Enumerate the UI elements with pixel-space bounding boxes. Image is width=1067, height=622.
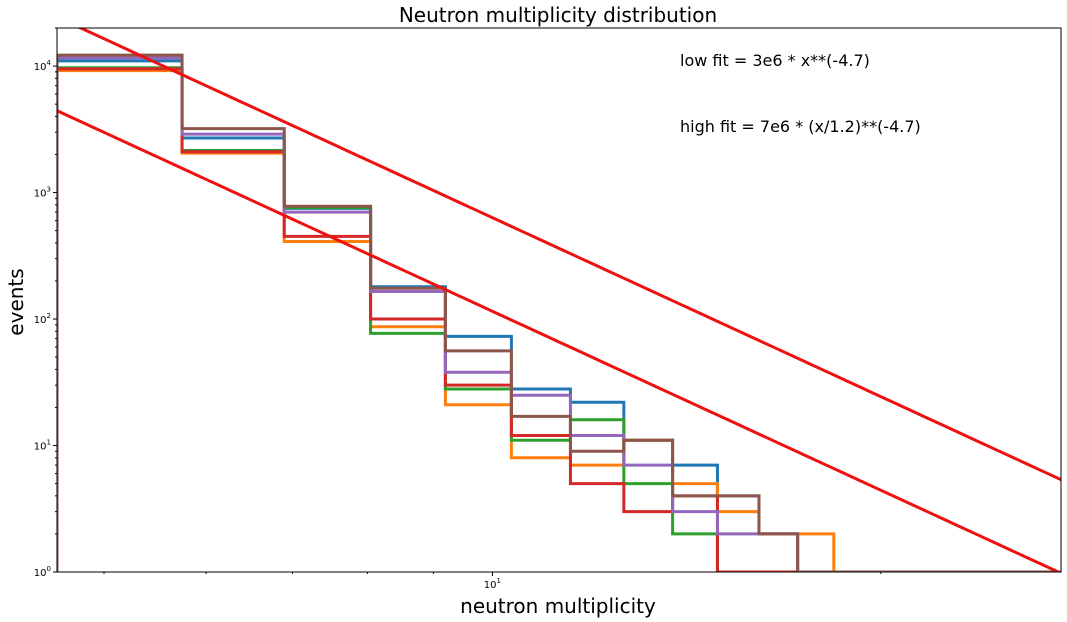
histogram-series-1 — [57, 59, 1061, 572]
y-axis-label: events — [4, 268, 28, 335]
histogram-series-6 — [57, 53, 1061, 572]
axis-ticks: 100 101 102 103 104 101 — [34, 27, 882, 591]
histogram-series-2 — [57, 69, 1061, 572]
histogram-series-3 — [57, 66, 1061, 572]
fit-line-2 — [77, 28, 1061, 482]
histogram-series-4 — [57, 67, 1061, 572]
x-tick-label: 101 — [484, 577, 501, 591]
y-tick-label: 103 — [34, 186, 51, 200]
high-fit-annotation: high fit = 7e6 * (x/1.2)**(-4.7) — [680, 117, 921, 136]
low-fit-annotation: low fit = 3e6 * x**(-4.7) — [680, 51, 870, 70]
x-axis-label: neutron multiplicity — [460, 594, 656, 618]
fit-line-1 — [57, 109, 1061, 572]
histogram-series — [57, 53, 1061, 572]
y-tick-label: 100 — [34, 565, 51, 579]
y-tick-label: 104 — [34, 59, 52, 73]
y-tick-label: 101 — [34, 439, 51, 453]
y-tick-label: 102 — [34, 312, 51, 326]
plot-frame — [56, 27, 1062, 573]
chart-title: Neutron multiplicity distribution — [399, 3, 717, 27]
histogram-series-5 — [57, 56, 1061, 572]
fit-lines — [57, 28, 1061, 572]
